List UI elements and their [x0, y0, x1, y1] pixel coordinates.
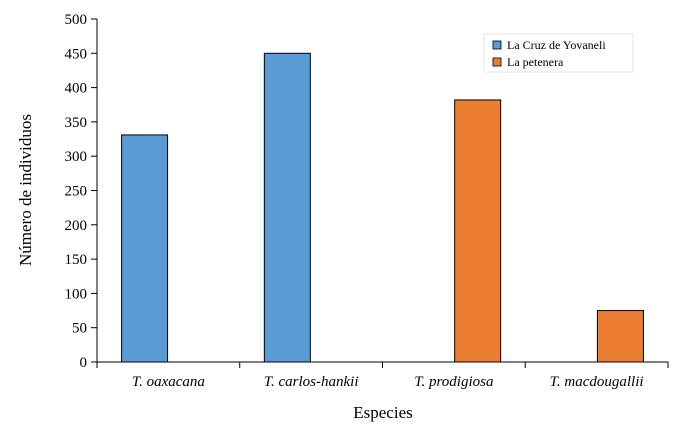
y-tick-label: 100	[65, 286, 88, 302]
bars	[121, 52, 644, 363]
y-tick-label: 400	[65, 81, 88, 97]
bar-t-macdougallii	[596, 310, 644, 363]
bar-t-oaxacana	[121, 134, 169, 363]
y-tick-label: 500	[65, 12, 88, 28]
y-tick-label: 150	[65, 252, 88, 268]
y-axis-title: Número de individuos	[16, 114, 35, 266]
x-category-label: T. prodigiosa	[414, 374, 493, 390]
bar-t-carlos-hankii	[263, 52, 311, 363]
y-tick-label: 0	[80, 355, 88, 371]
x-axis-title: Especies	[353, 403, 412, 422]
legend-swatch	[492, 57, 502, 67]
y-tick-label: 200	[65, 218, 88, 234]
y-tick-label: 250	[65, 184, 88, 200]
bar-t-prodigiosa	[454, 99, 502, 363]
legend: La Cruz de Yovaneli La petenera	[483, 33, 634, 73]
legend-label: La Cruz de Yovaneli	[507, 38, 606, 52]
y-tick-label: 50	[72, 321, 87, 337]
y-tick-label: 350	[65, 115, 88, 131]
x-category-label: T. macdougallii	[550, 374, 644, 390]
y-axis-ticks: 0 50 100 150 200 250 300 350 400 450 500	[65, 12, 97, 371]
legend-box	[483, 33, 634, 73]
x-axis-category-labels: T. oaxacana T. carlos-hankii T. prodigiosa…	[132, 374, 644, 390]
legend-swatch	[492, 40, 502, 50]
y-tick-label: 300	[65, 149, 88, 165]
x-category-label: T. oaxacana	[132, 374, 205, 390]
y-tick-label: 450	[65, 46, 88, 62]
legend-label: La petenera	[507, 55, 564, 69]
x-category-label: T. carlos-hankii	[264, 374, 359, 390]
axes	[96, 19, 669, 368]
